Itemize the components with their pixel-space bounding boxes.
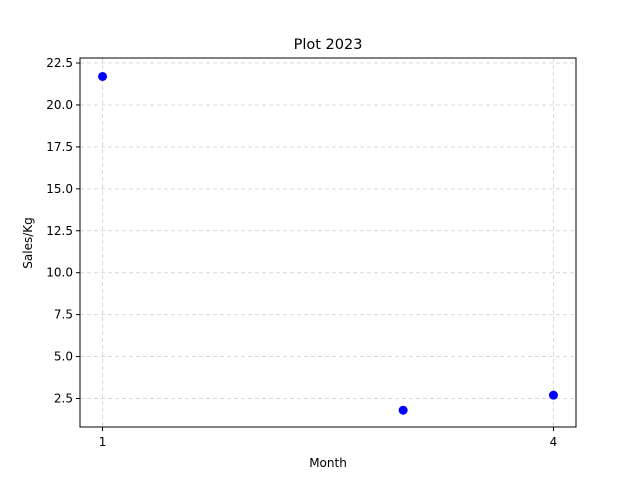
y-tick-label: 15.0 [46, 182, 73, 196]
y-tick-label: 22.5 [46, 56, 73, 70]
data-point [398, 405, 408, 415]
y-tick-label: 2.5 [54, 391, 73, 405]
y-tick-label: 12.5 [46, 224, 73, 238]
data-points [98, 71, 558, 415]
y-tick-label: 10.0 [46, 266, 73, 280]
x-tick-label: 4 [550, 435, 558, 449]
ticks: 2.5 5.0 7.5 10.0 12.5 15.0 17.5 20.0 22.5 1 4 [46, 56, 557, 449]
plot-frame [79, 57, 577, 428]
x-tick-label: 1 [99, 435, 107, 449]
x-axis-title: Month [309, 456, 347, 470]
y-tick-label: 20.0 [46, 98, 73, 112]
y-tick-label: 7.5 [54, 308, 73, 322]
data-point [548, 390, 558, 400]
chart-title: Plot 2023 [294, 37, 363, 53]
y-tick-label: 5.0 [54, 350, 73, 364]
y-axis-title: Sales/Kg [21, 217, 35, 268]
grid [80, 58, 576, 427]
data-point [98, 71, 108, 81]
y-tick-label: 17.5 [46, 140, 73, 154]
